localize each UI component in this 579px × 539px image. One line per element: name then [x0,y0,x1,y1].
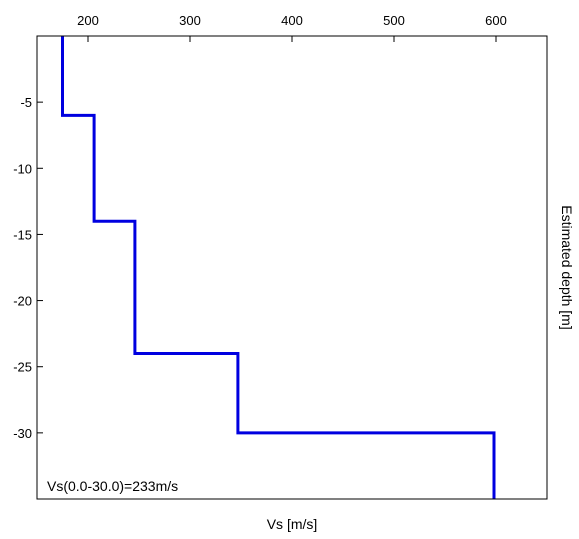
x-tick-label: 500 [383,13,405,28]
vs-profile-line [61,36,496,499]
y-axis-label: Estimated depth [m] [559,205,575,330]
vs30-annotation: Vs(0.0-30.0)=233m/s [47,478,178,494]
x-axis-ticks: 200 300 400 500 600 [77,13,507,42]
x-tick-label: 400 [281,13,303,28]
y-tick-label: -5 [20,95,32,110]
y-tick-label: -15 [13,227,32,242]
y-tick-label: -25 [13,360,32,375]
y-tick-label: -10 [13,161,32,176]
y-axis-ticks: -5 -10 -15 -20 -25 -30 [13,95,43,441]
plot-frame [36,35,548,500]
x-tick-label: 200 [77,13,99,28]
x-tick-label: 600 [485,13,507,28]
y-tick-label: -20 [13,294,32,309]
x-axis-label: Vs [m/s] [267,516,318,532]
y-tick-label: -30 [13,426,32,441]
x-tick-label: 300 [179,13,201,28]
